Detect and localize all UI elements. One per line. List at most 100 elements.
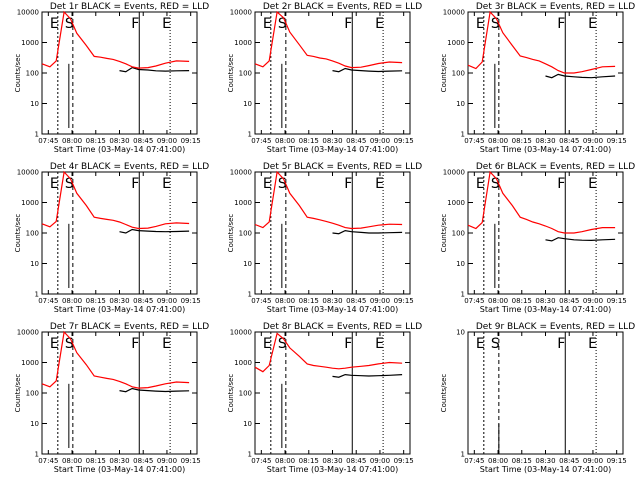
lld-series-line — [254, 10, 403, 69]
x-tick-label: 07:45 — [464, 297, 484, 305]
x-tick-label: 08:45 — [346, 297, 366, 305]
event-marker-label: F — [557, 176, 565, 192]
lld-series-line — [467, 170, 616, 234]
event-marker-label: E — [263, 16, 272, 32]
y-tick-label: 1 — [461, 131, 465, 139]
x-tick-label: 08:00 — [488, 297, 508, 305]
y-tick-label: 10 — [456, 260, 465, 268]
x-tick-label: 08:00 — [275, 297, 295, 305]
event-marker-label: S — [491, 16, 500, 32]
x-tick-label: 08:15 — [299, 297, 319, 305]
panel-title: Det 8r BLACK = Events, RED = LLD — [263, 322, 422, 332]
x-tick-label: 09:15 — [181, 457, 201, 465]
x-axis-label: Start Time (03-May-14 07:41:00) — [267, 465, 398, 474]
x-tick-label: 08:30 — [109, 137, 129, 145]
event-marker-label: E — [162, 336, 171, 352]
y-tick-label: 100 — [26, 230, 39, 238]
event-marker-label: E — [375, 176, 384, 192]
x-axis-label: Start Time (03-May-14 07:41:00) — [54, 305, 185, 314]
x-tick-label: 09:15 — [394, 457, 414, 465]
event-marker-label: F — [131, 16, 139, 32]
y-tick-label: 10000 — [443, 169, 465, 177]
x-tick-label: 09:00 — [157, 297, 177, 305]
event-marker-label: S — [65, 176, 74, 192]
event-marker-label: E — [50, 336, 59, 352]
event-marker-label: S — [491, 176, 500, 192]
event-marker-label: E — [263, 176, 272, 192]
y-tick-label: 1000 — [447, 199, 465, 207]
y-tick-label: 10 — [243, 100, 252, 108]
detector-panel: Det 2r BLACK = Events, RED = LLD 1 10 100 10… — [227, 2, 422, 154]
events-series-line — [119, 66, 190, 73]
x-tick-label: 08:00 — [275, 457, 295, 465]
event-marker-label: E — [588, 16, 597, 32]
x-tick-label: 08:15 — [86, 297, 106, 305]
x-tick-label: 09:15 — [394, 297, 414, 305]
event-marker-label: E — [588, 336, 597, 352]
y-tick-label: 1 — [248, 451, 252, 459]
x-tick-label: 08:45 — [133, 457, 153, 465]
panel-title: Det 6r BLACK = Events, RED = LLD — [476, 162, 635, 172]
x-tick-label: 08:30 — [322, 297, 342, 305]
detector-panel: Det 8r BLACK = Events, RED = LLD 1 10 100 10… — [227, 322, 422, 474]
x-tick-label: 08:00 — [62, 297, 82, 305]
y-tick-label: 1000 — [234, 199, 252, 207]
x-tick-label: 09:15 — [181, 297, 201, 305]
x-tick-label: 09:00 — [370, 137, 390, 145]
event-marker-label: E — [263, 336, 272, 352]
event-marker-label: E — [476, 16, 485, 32]
y-tick-label: 10000 — [230, 169, 252, 177]
y-tick-label: 1000 — [21, 199, 39, 207]
x-tick-label: 08:45 — [133, 137, 153, 145]
y-axis-label: Counts/sec — [440, 54, 448, 93]
y-tick-label: 1 — [35, 131, 39, 139]
x-axis-label: Start Time (03-May-14 07:41:00) — [480, 145, 611, 154]
events-series-line — [332, 229, 403, 235]
y-tick-label: 10 — [30, 420, 39, 428]
x-tick-label: 09:15 — [394, 137, 414, 145]
event-marker-label: E — [162, 16, 171, 32]
x-tick-label: 09:15 — [607, 297, 627, 305]
detector-panel: Det 9r BLACK = Events, RED = LLD 1 10 07:45… — [440, 322, 635, 474]
y-tick-label: 100 — [239, 230, 252, 238]
y-tick-label: 1 — [35, 451, 39, 459]
y-axis-label: Counts/sec — [14, 374, 22, 413]
y-tick-label: 10 — [456, 329, 465, 337]
events-series-line — [545, 237, 616, 242]
event-marker-label: F — [344, 16, 352, 32]
y-axis-label: Counts/sec — [14, 54, 22, 93]
events-series-line — [119, 387, 190, 393]
detector-panel: Det 6r BLACK = Events, RED = LLD 1 10 100 10… — [440, 162, 635, 314]
lld-series-line — [467, 10, 616, 74]
y-tick-label: 10000 — [230, 9, 252, 17]
event-marker-label: F — [344, 176, 352, 192]
x-tick-label: 08:30 — [535, 297, 555, 305]
y-tick-label: 100 — [239, 390, 252, 398]
x-tick-label: 08:45 — [559, 137, 579, 145]
y-axis-label: Counts/sec — [227, 374, 235, 413]
y-tick-label: 100 — [452, 70, 465, 78]
event-marker-label: E — [588, 176, 597, 192]
x-tick-label: 08:00 — [488, 457, 508, 465]
x-tick-label: 08:15 — [299, 457, 319, 465]
event-marker-label: S — [65, 16, 74, 32]
x-tick-label: 07:45 — [464, 137, 484, 145]
x-tick-label: 07:45 — [38, 137, 58, 145]
event-marker-label: E — [50, 16, 59, 32]
y-axis-label: Counts/sec — [14, 214, 22, 253]
event-marker-label: S — [491, 336, 500, 352]
y-tick-label: 1 — [248, 131, 252, 139]
x-tick-label: 08:00 — [488, 137, 508, 145]
y-tick-label: 10 — [456, 100, 465, 108]
x-tick-label: 08:00 — [62, 137, 82, 145]
x-tick-label: 08:45 — [133, 297, 153, 305]
x-axis-label: Start Time (03-May-14 07:41:00) — [267, 145, 398, 154]
x-tick-label: 08:00 — [62, 457, 82, 465]
x-tick-label: 08:30 — [322, 457, 342, 465]
detector-panel: Det 5r BLACK = Events, RED = LLD 1 10 100 10… — [227, 162, 422, 314]
x-tick-label: 09:00 — [583, 457, 603, 465]
x-tick-label: 08:45 — [346, 457, 366, 465]
x-tick-label: 07:45 — [464, 457, 484, 465]
panel-title: Det 9r BLACK = Events, RED = LLD — [476, 322, 635, 332]
x-axis-label: Start Time (03-May-14 07:41:00) — [267, 305, 398, 314]
